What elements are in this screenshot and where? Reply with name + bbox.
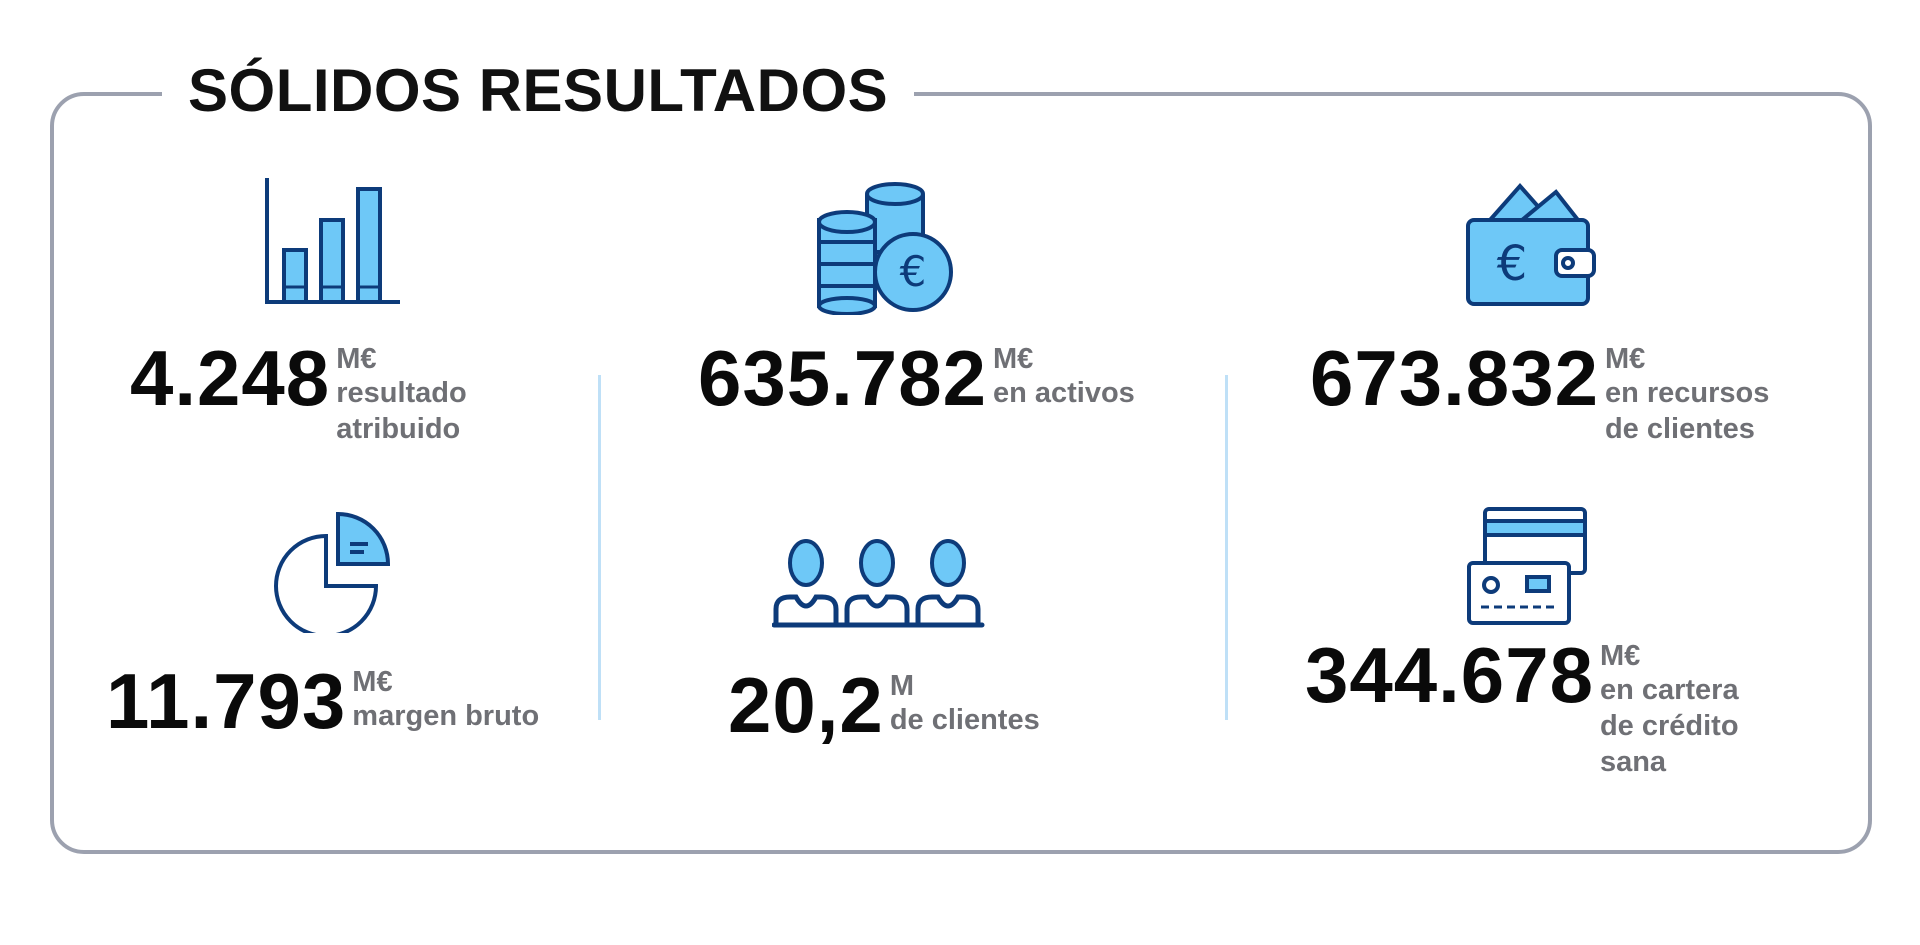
assets-unit: M€ — [992, 343, 1034, 375]
resources-unit: M€ — [1604, 343, 1646, 375]
credit-value: 344.678 — [1305, 631, 1594, 719]
svg-text:€: € — [1497, 236, 1528, 292]
margin-unit: M€ — [352, 666, 393, 698]
clients-value: 20,2 — [728, 661, 884, 749]
clients-unit: M — [889, 670, 914, 702]
results-panel — [50, 92, 1872, 854]
credit-card-icon — [1467, 507, 1587, 625]
column-divider-right — [1225, 375, 1228, 720]
resources-desc-line: en recursos — [1604, 377, 1770, 409]
section-title: SÓLIDOS RESULTADOS — [162, 56, 915, 126]
pie-chart-icon — [274, 511, 391, 633]
bar-chart-icon — [265, 178, 400, 304]
credit-desc-line: sana — [1599, 746, 1667, 778]
credit-desc-line: de crédito — [1599, 710, 1739, 742]
stat-resources: 673.832 M€ en recursos de clientes — [1310, 334, 1770, 447]
stat-assets: 635.782 M€ en activos — [698, 334, 1135, 422]
result-value: 4.248 — [130, 334, 331, 422]
resources-value: 673.832 — [1310, 334, 1599, 422]
stat-credit: 344.678 M€ en cartera de crédito sana — [1305, 631, 1739, 780]
result-unit: M€ — [336, 343, 377, 375]
stat-margin: 11.793 M€ margen bruto — [106, 657, 540, 745]
result-desc-line: resultado — [336, 377, 467, 409]
assets-value: 635.782 — [698, 334, 987, 422]
column-divider-left — [598, 375, 601, 720]
coins-euro-icon: € — [817, 182, 953, 315]
wallet-euro-icon: € — [1466, 182, 1596, 306]
credit-unit: M€ — [1599, 640, 1641, 672]
people-icon — [772, 539, 985, 628]
assets-desc-line: en activos — [992, 377, 1135, 409]
stat-result: 4.248 M€ resultado atribuido — [130, 334, 467, 447]
svg-text:€: € — [900, 247, 927, 296]
stat-clients: 20,2 M de clientes — [728, 661, 1040, 749]
result-desc-line: atribuido — [336, 413, 461, 445]
margin-value: 11.793 — [106, 657, 347, 745]
resources-desc-line: de clientes — [1604, 413, 1755, 445]
credit-desc-line: en cartera — [1599, 674, 1739, 706]
margin-desc-line: margen bruto — [352, 700, 540, 732]
clients-desc-line: de clientes — [889, 704, 1040, 736]
